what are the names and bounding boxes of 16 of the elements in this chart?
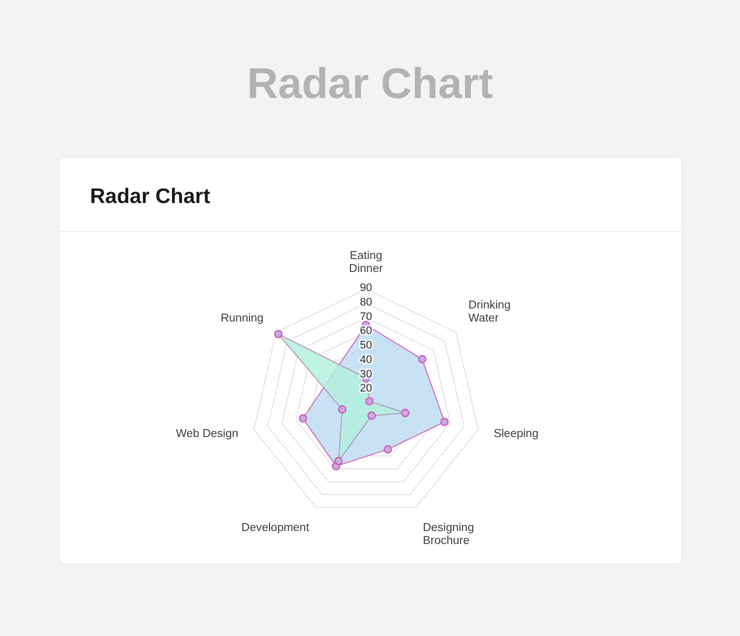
- spoke-label: Sleeping: [494, 428, 538, 440]
- y-tick-label: 20: [360, 382, 372, 395]
- spoke-label: Designing Brochure: [422, 522, 474, 548]
- chart-subtitle: Radar Chart: [90, 185, 210, 208]
- y-tick-label: 70: [360, 310, 372, 323]
- spoke-label: Eating Dinner: [349, 250, 384, 275]
- spoke-label: Development: [241, 522, 310, 534]
- y-tick-label: 40: [360, 354, 372, 366]
- spoke-label: Running: [220, 312, 264, 324]
- spoke-label: Drinking Water: [468, 299, 511, 324]
- spoke-label: Web Design: [176, 428, 238, 440]
- y-tick-label: 90: [360, 282, 372, 294]
- y-tick-label: 50: [360, 340, 372, 352]
- y-tick-label: 80: [360, 296, 372, 308]
- y-tick-label: 60: [360, 325, 372, 338]
- chart-title: Radar Chart: [246, 60, 494, 108]
